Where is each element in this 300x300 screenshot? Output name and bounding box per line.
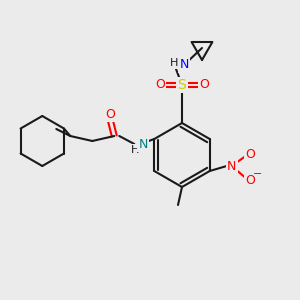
Text: N: N: [227, 160, 236, 172]
Text: O: O: [155, 79, 165, 92]
Text: S: S: [178, 78, 186, 92]
Text: −: −: [253, 169, 262, 179]
Text: O: O: [199, 79, 209, 92]
Text: N: N: [179, 58, 189, 71]
Text: H: H: [170, 58, 178, 68]
Text: O: O: [245, 173, 255, 187]
Text: O: O: [245, 148, 255, 160]
Text: N: N: [139, 137, 148, 151]
Text: H: H: [131, 145, 140, 155]
Text: O: O: [105, 107, 115, 121]
